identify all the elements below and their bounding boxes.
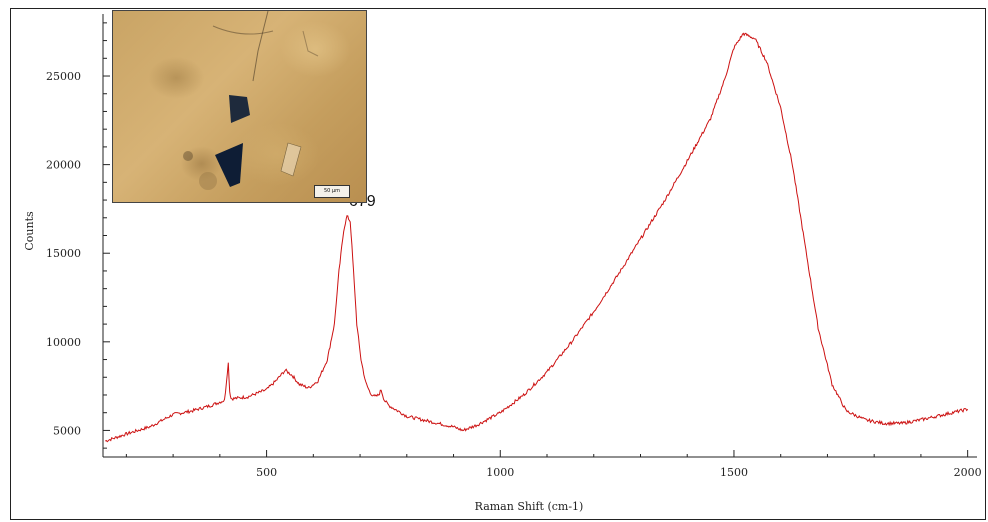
- x-tick-label: 1000: [486, 466, 514, 479]
- x-axis-title: Raman Shift (cm-1): [475, 500, 584, 513]
- x-tick-label: 2000: [954, 466, 982, 479]
- y-tick-label: 10000: [46, 336, 81, 349]
- pit-2: [199, 172, 217, 190]
- figure-frame: [10, 8, 986, 520]
- bright-grain: [280, 142, 302, 177]
- pit-1: [183, 151, 193, 161]
- crack-line-2: [212, 25, 274, 35]
- y-axis-title: Counts: [23, 211, 36, 251]
- x-tick-label: 500: [256, 466, 277, 479]
- scale-bar: 50 µm: [314, 185, 350, 198]
- x-tick-label: 1500: [720, 466, 748, 479]
- dark-crystal-1: [229, 95, 250, 123]
- micrograph-inset: 50 µm: [112, 10, 367, 203]
- y-tick-label: 15000: [46, 247, 81, 260]
- plot-area: 5001000150020005000100001500020000250006…: [46, 14, 982, 479]
- y-tick-label: 5000: [53, 424, 81, 437]
- y-tick-label: 25000: [46, 70, 81, 83]
- crack-line-1: [252, 11, 269, 82]
- crack-line-3: [302, 30, 319, 57]
- micrograph-image: [183, 11, 319, 190]
- scale-bar-label: 50 µm: [323, 188, 340, 194]
- spectrum-line: [105, 32, 969, 443]
- dark-crystal-2: [215, 143, 243, 187]
- y-tick-label: 20000: [46, 159, 81, 172]
